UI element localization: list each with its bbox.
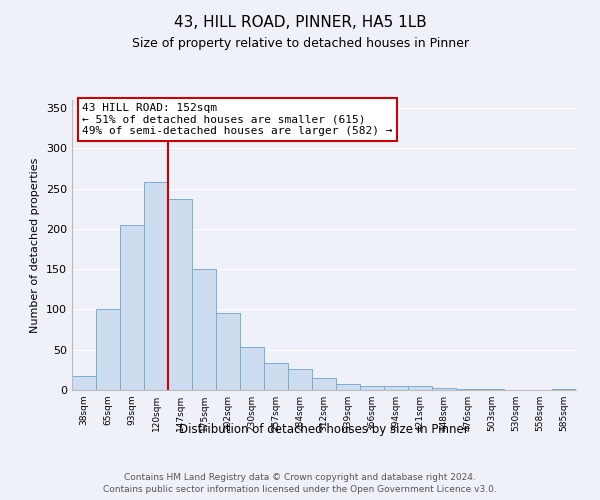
Bar	[264, 364, 288, 390]
Text: Contains HM Land Registry data © Crown copyright and database right 2024.: Contains HM Land Registry data © Crown c…	[124, 472, 476, 482]
Bar	[336, 384, 360, 390]
Text: Size of property relative to detached houses in Pinner: Size of property relative to detached ho…	[131, 38, 469, 51]
Bar	[96, 310, 120, 390]
Bar	[144, 182, 168, 390]
Bar	[120, 225, 144, 390]
Text: 43 HILL ROAD: 152sqm
← 51% of detached houses are smaller (615)
49% of semi-deta: 43 HILL ROAD: 152sqm ← 51% of detached h…	[82, 103, 392, 136]
Bar	[240, 348, 264, 390]
Bar	[384, 386, 408, 390]
Y-axis label: Number of detached properties: Number of detached properties	[31, 158, 40, 332]
Bar	[360, 386, 384, 390]
Bar	[408, 386, 432, 390]
Bar	[480, 389, 504, 390]
Bar	[192, 269, 216, 390]
Bar	[72, 376, 96, 390]
Text: Distribution of detached houses by size in Pinner: Distribution of detached houses by size …	[179, 422, 469, 436]
Text: 43, HILL ROAD, PINNER, HA5 1LB: 43, HILL ROAD, PINNER, HA5 1LB	[173, 15, 427, 30]
Text: Contains public sector information licensed under the Open Government Licence v3: Contains public sector information licen…	[103, 485, 497, 494]
Bar	[312, 378, 336, 390]
Bar	[432, 388, 456, 390]
Bar	[216, 314, 240, 390]
Bar	[552, 389, 576, 390]
Bar	[168, 199, 192, 390]
Bar	[456, 389, 480, 390]
Bar	[288, 369, 312, 390]
